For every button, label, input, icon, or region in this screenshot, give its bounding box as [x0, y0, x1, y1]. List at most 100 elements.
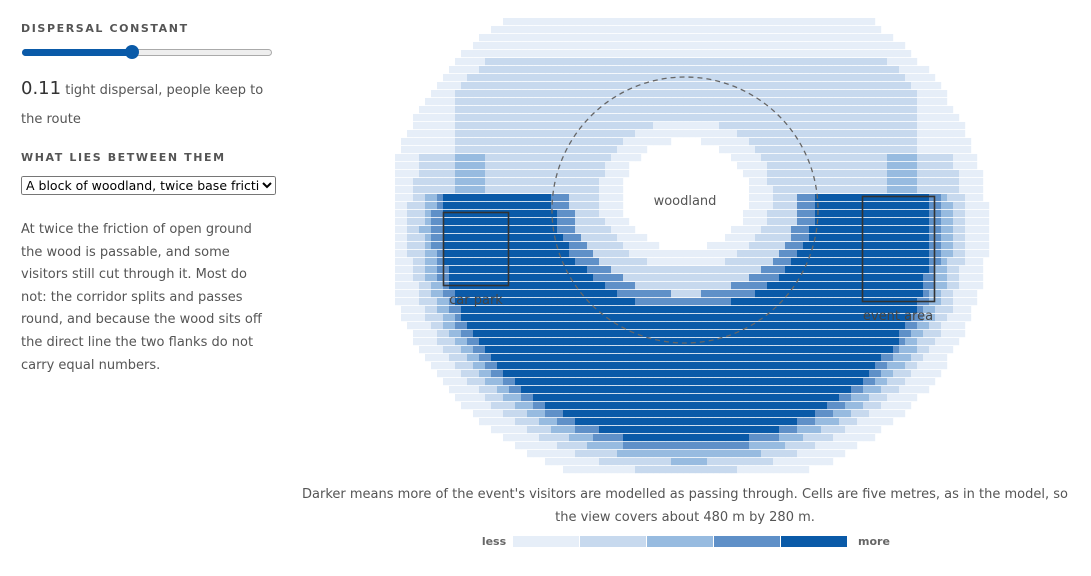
heat-cell — [617, 58, 624, 66]
heat-cell — [749, 130, 756, 138]
heat-cell — [593, 330, 600, 338]
heat-cell — [617, 98, 624, 106]
heat-cell — [641, 18, 648, 26]
heat-cell — [809, 162, 816, 170]
heat-cell — [803, 346, 810, 354]
heat-cell — [785, 178, 792, 186]
slider-thumb[interactable] — [125, 45, 139, 59]
heat-cell — [887, 314, 894, 322]
heat-cell — [473, 162, 480, 170]
heat-cell — [599, 442, 606, 450]
heat-cell — [551, 42, 558, 50]
heat-cell — [611, 154, 618, 162]
heat-cell — [395, 154, 402, 162]
heat-cell — [923, 242, 930, 250]
heat-cell — [569, 106, 576, 114]
heat-cell — [521, 434, 528, 442]
heat-cell — [665, 298, 672, 306]
heat-cell — [845, 314, 852, 322]
heat-cell — [497, 370, 504, 378]
heat-cell — [905, 242, 912, 250]
heat-cell — [527, 226, 534, 234]
heat-cell — [797, 178, 804, 186]
heat-cell — [965, 266, 972, 274]
heat-cell — [473, 370, 480, 378]
heat-cell — [473, 42, 480, 50]
heat-cell — [593, 58, 600, 66]
heat-cell — [887, 146, 894, 154]
heat-cell — [785, 394, 792, 402]
heat-cell — [875, 410, 882, 418]
heat-cell — [683, 306, 690, 314]
heat-cell — [815, 426, 822, 434]
heat-cell — [671, 266, 678, 274]
heat-cell — [827, 378, 834, 386]
heat-cell — [443, 210, 450, 218]
heat-cell — [437, 322, 444, 330]
heat-cell — [665, 306, 672, 314]
heat-cell — [545, 338, 552, 346]
heat-cell — [911, 258, 918, 266]
heat-cell — [647, 138, 654, 146]
heat-cell — [851, 442, 858, 450]
heat-cell — [683, 330, 690, 338]
heat-cell — [827, 266, 834, 274]
heat-cell — [491, 58, 498, 66]
heat-cell — [935, 130, 942, 138]
heat-cell — [893, 226, 900, 234]
heat-cell — [545, 26, 552, 34]
heat-cell — [923, 170, 930, 178]
heat-cell — [473, 250, 480, 258]
heat-cell — [641, 106, 648, 114]
heat-cell — [749, 178, 756, 186]
heat-cell — [635, 50, 642, 58]
heat-cell — [689, 418, 696, 426]
heat-cell — [689, 122, 696, 130]
heat-cell — [491, 138, 498, 146]
heat-cell — [767, 26, 774, 34]
heat-cell — [611, 106, 618, 114]
heat-cell — [575, 234, 582, 242]
heat-cell — [503, 178, 510, 186]
heat-cell — [563, 330, 570, 338]
heat-cell — [467, 50, 474, 58]
heat-cell — [923, 90, 930, 98]
heat-cell — [635, 42, 642, 50]
heat-cell — [833, 322, 840, 330]
heat-cell — [581, 122, 588, 130]
heat-cell — [527, 322, 534, 330]
heat-cell — [779, 450, 786, 458]
heat-cell — [959, 130, 966, 138]
heat-cell — [911, 338, 918, 346]
heat-cell — [707, 114, 714, 122]
heat-cell — [779, 434, 786, 442]
heat-cell — [659, 338, 666, 346]
heat-cell — [677, 58, 684, 66]
slider[interactable] — [22, 45, 272, 59]
scenario-select[interactable]: A block of woodland, twice base friction — [21, 176, 276, 195]
heat-cell — [683, 130, 690, 138]
heat-cell — [851, 266, 858, 274]
heat-cell — [731, 74, 738, 82]
heat-cell — [737, 290, 744, 298]
heat-cell — [563, 178, 570, 186]
heat-cell — [491, 282, 498, 290]
heat-cell — [515, 274, 522, 282]
heat-cell — [611, 362, 618, 370]
heat-cell — [527, 410, 534, 418]
heat-cell — [659, 306, 666, 314]
heat-cell — [785, 290, 792, 298]
heat-cell — [935, 274, 942, 282]
heat-cell — [587, 346, 594, 354]
heat-cell — [557, 42, 564, 50]
heat-cell — [785, 258, 792, 266]
heat-cell — [893, 386, 900, 394]
heat-cell — [743, 442, 750, 450]
heat-cell — [797, 122, 804, 130]
heat-cell — [503, 42, 510, 50]
heat-cell — [947, 322, 954, 330]
heat-cell — [701, 426, 708, 434]
heat-cell — [593, 82, 600, 90]
heat-cell — [737, 418, 744, 426]
heat-cell — [773, 66, 780, 74]
